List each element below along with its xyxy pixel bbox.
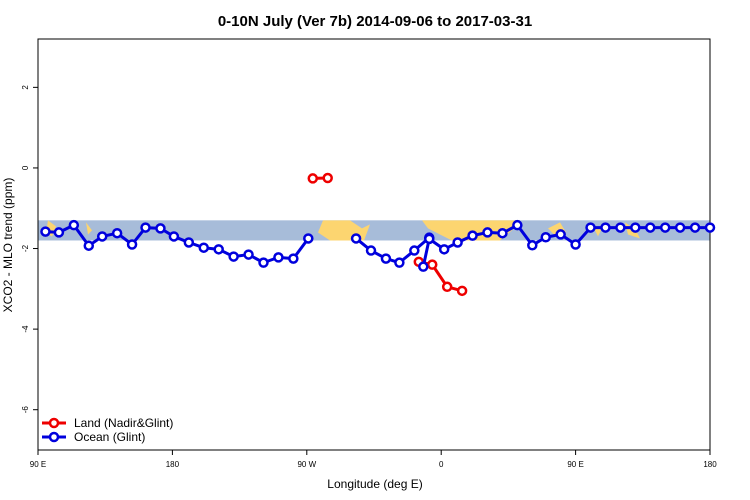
data-point-ocean [111,227,123,239]
y-tick-label: -6 [21,406,30,414]
x-tick-label: 180 [703,460,717,469]
data-point-ocean [228,251,239,262]
data-point-ocean [394,257,405,268]
data-point-ocean [288,253,299,264]
data-point-ocean [497,227,508,239]
data-point-ocean [409,245,420,256]
data-point-ocean [53,227,65,238]
data-point-ocean [198,242,210,253]
data-point-ocean [83,240,95,251]
x-tick-label: 180 [166,460,180,469]
legend: Land (Nadir&Glint) Ocean (Glint) [42,416,173,444]
data-point-ocean [467,230,478,241]
data-point-ocean [168,231,180,242]
data-point-ocean [380,253,392,264]
data-point-ocean [418,261,429,272]
legend-label-land: Land (Nadir&Glint) [74,416,173,430]
data-point-ocean [438,244,450,255]
y-tick-label: 0 [21,165,30,170]
x-axis: 90 E 180 90 W 0 90 E 180 [30,450,717,469]
data-point-ocean [258,257,269,268]
data-point-land [441,281,453,293]
data-point-land [307,173,319,184]
x-tick-label: 90 E [30,460,46,469]
data-point-ocean [540,231,551,243]
legend-marker-ocean [48,431,60,443]
data-point-ocean [555,229,566,240]
y-axis: 2 0 -2 -4 -6 [21,85,38,414]
data-point-ocean [482,227,493,238]
legend-entry-land: Land (Nadir&Glint) [42,416,173,430]
x-axis-label: Longitude (deg E) [327,477,422,491]
data-point-ocean [40,226,51,237]
data-point-ocean [303,233,314,244]
data-point-ocean [273,252,284,263]
data-point-ocean [213,244,224,255]
data-point-ocean [600,222,611,233]
data-point-ocean [155,223,166,234]
x-tick-label: 90 W [297,460,316,469]
plot-frame [37,38,711,451]
data-point-ocean [140,222,151,233]
data-point-ocean [659,222,671,233]
data-point-ocean [689,222,701,233]
legend-entry-ocean: Ocean (Glint) [42,430,145,444]
y-tick-label: 2 [21,85,30,90]
data-point-land [426,259,438,270]
data-point-ocean [452,237,463,248]
data-point-land [456,285,468,297]
y-axis-label: XCO2 - MLO trend (ppm) [1,178,15,313]
data-point-ocean [512,219,523,231]
x-tick-label: 90 E [567,460,583,469]
data-point-ocean [126,239,138,250]
series-layer [40,172,716,297]
legend-label-ocean: Ocean (Glint) [74,430,145,444]
data-point-ocean [570,239,581,250]
chart-title: 0-10N July (Ver 7b) 2014-09-06 to 2017-0… [218,13,532,30]
x-tick-label: 0 [439,460,444,469]
data-point-ocean [630,222,641,233]
data-point-ocean [243,249,254,260]
data-point-ocean [674,222,686,233]
data-point-ocean [183,237,195,248]
data-point-ocean [350,233,362,244]
data-point-ocean [615,222,626,233]
y-tick-label: -2 [21,244,30,252]
legend-marker-land [48,417,60,429]
plot-area: 90 E 180 90 W 0 90 E 180 2 0 -2 -4 -6 [21,38,717,469]
data-point-ocean [527,240,538,251]
data-point-land [322,172,333,184]
y-tick-label: -4 [21,325,30,333]
data-point-ocean [585,222,596,233]
data-point-ocean [704,222,716,233]
data-point-ocean [96,231,108,242]
land-patch [86,222,92,235]
data-point-ocean [365,245,377,256]
data-point-ocean [424,233,435,245]
data-point-ocean [645,222,656,233]
data-point-ocean [68,219,80,231]
